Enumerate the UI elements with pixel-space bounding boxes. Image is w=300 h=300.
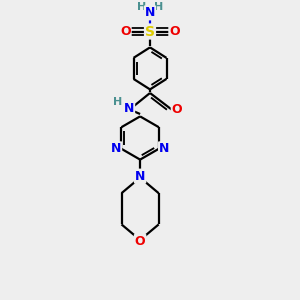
- Text: N: N: [135, 169, 145, 183]
- Text: H: H: [137, 2, 146, 12]
- Text: O: O: [172, 103, 182, 116]
- Text: H: H: [113, 97, 122, 107]
- Text: O: O: [120, 25, 131, 38]
- Text: N: N: [159, 142, 169, 155]
- Text: N: N: [145, 6, 155, 20]
- Text: O: O: [169, 25, 180, 38]
- Text: O: O: [135, 235, 146, 248]
- Text: H: H: [154, 2, 163, 12]
- Text: N: N: [124, 102, 134, 115]
- Text: N: N: [111, 142, 121, 155]
- Text: S: S: [145, 25, 155, 38]
